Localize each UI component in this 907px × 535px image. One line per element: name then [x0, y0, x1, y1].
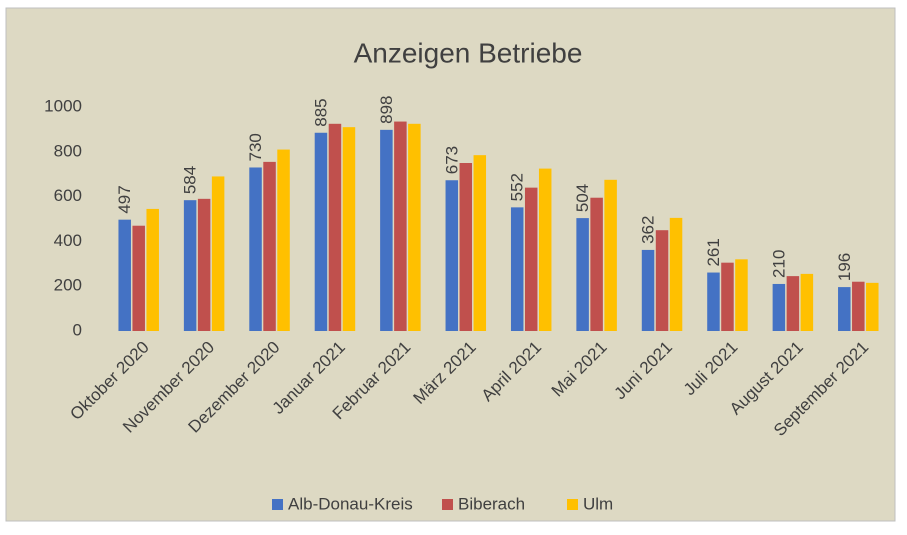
bar	[800, 273, 814, 331]
bar	[342, 127, 356, 331]
bar	[263, 161, 276, 331]
bar	[473, 155, 487, 331]
bar	[408, 123, 421, 331]
bar	[866, 282, 879, 331]
bar	[852, 281, 865, 331]
data-label: 552	[508, 173, 527, 201]
bar	[838, 287, 851, 331]
bar	[655, 230, 669, 331]
data-label: 584	[181, 166, 200, 194]
bar	[786, 276, 800, 331]
bar	[197, 198, 211, 331]
bar	[380, 129, 393, 331]
legend-swatch	[567, 499, 578, 510]
legend-swatch	[442, 499, 453, 510]
bar	[669, 217, 683, 331]
bar	[641, 249, 655, 331]
data-label: 497	[115, 185, 134, 213]
data-label: 362	[639, 216, 658, 244]
y-tick-label: 0	[73, 320, 82, 339]
bar	[211, 176, 225, 331]
bar	[183, 200, 197, 331]
bar	[735, 259, 748, 331]
data-label: 898	[377, 95, 396, 123]
bar	[604, 179, 617, 331]
bar	[146, 208, 159, 331]
bar	[721, 262, 734, 331]
bar	[445, 180, 459, 331]
bar	[277, 149, 290, 331]
data-label: 885	[311, 98, 330, 126]
bar	[538, 168, 552, 331]
bar	[772, 283, 786, 331]
legend-label: Biberach	[458, 494, 525, 513]
bar	[707, 272, 720, 331]
data-label: 210	[769, 250, 788, 278]
data-label: 196	[835, 253, 854, 281]
y-tick-label: 600	[54, 186, 82, 205]
y-tick-label: 200	[54, 276, 82, 295]
y-tick-label: 400	[54, 231, 82, 250]
bar	[118, 219, 131, 331]
data-label: 730	[246, 133, 265, 161]
bar	[394, 121, 407, 331]
bar	[459, 163, 473, 331]
bar	[328, 123, 342, 331]
data-label: 261	[704, 238, 723, 266]
data-label: 504	[573, 184, 592, 212]
bar	[314, 132, 328, 331]
bar	[524, 187, 538, 331]
y-tick-label: 1000	[44, 96, 82, 115]
bar	[249, 167, 262, 331]
legend-label: Alb-Donau-Kreis	[288, 494, 413, 513]
legend-swatch	[272, 499, 283, 510]
chart-title: Anzeigen Betriebe	[354, 37, 583, 68]
y-tick-label: 800	[54, 141, 82, 160]
bar	[510, 207, 524, 331]
data-label: 673	[442, 146, 461, 174]
legend-label: Ulm	[583, 494, 613, 513]
bar	[132, 225, 145, 331]
bar	[590, 197, 603, 331]
bar	[576, 218, 589, 331]
